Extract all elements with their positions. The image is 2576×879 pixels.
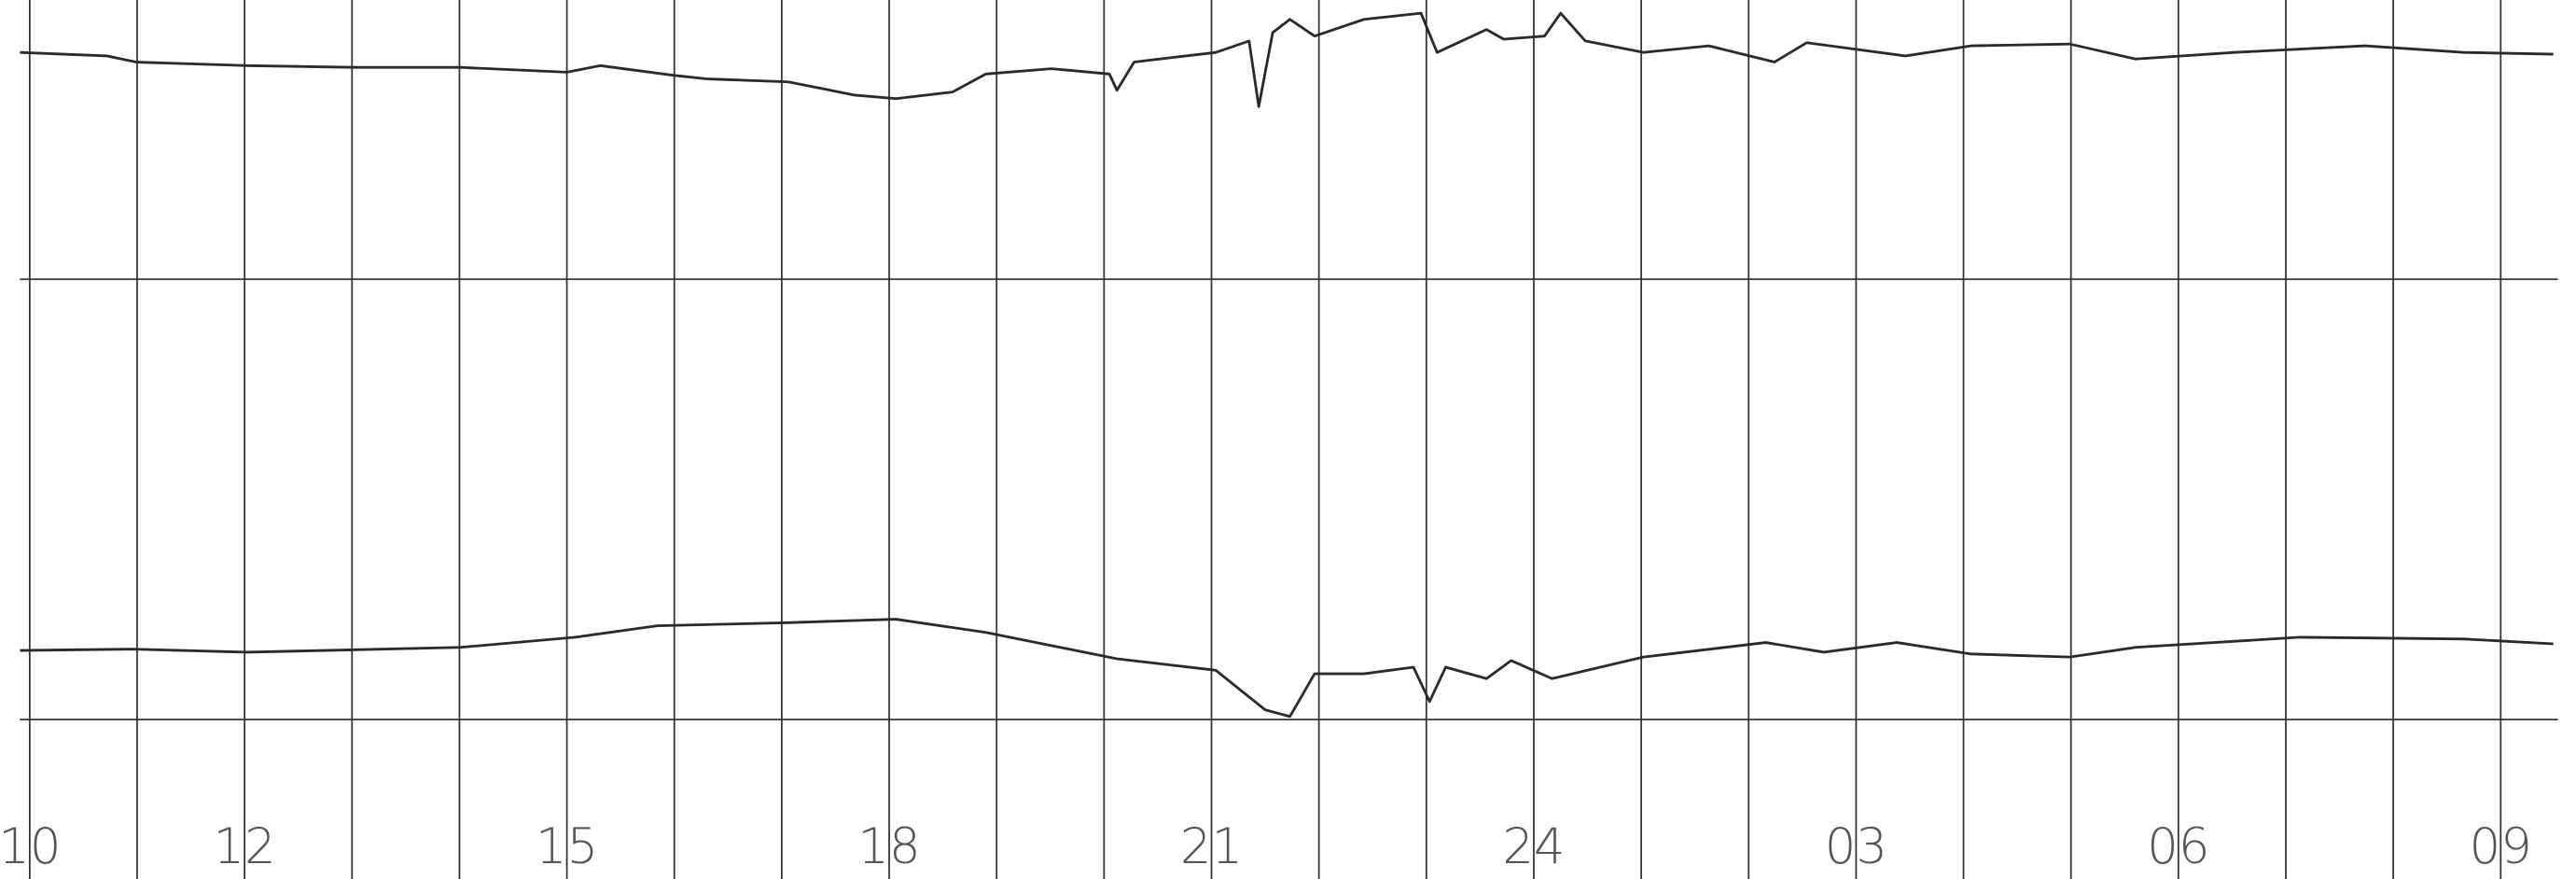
x-tick-label: 18 — [857, 818, 920, 875]
x-tick-label: 06 — [2147, 818, 2209, 875]
x-tick-label: 24 — [1502, 818, 1565, 875]
trace — [20, 618, 2554, 719]
x-tick-label: 21 — [1180, 818, 1243, 875]
x-tick-label: 10 — [0, 818, 61, 875]
x-tick-label: 12 — [214, 818, 276, 875]
x-tick-label: 09 — [2470, 818, 2532, 875]
x-tick-label: 15 — [536, 818, 598, 875]
trace — [20, 11, 2554, 108]
x-tick-label: 03 — [1825, 818, 1887, 875]
